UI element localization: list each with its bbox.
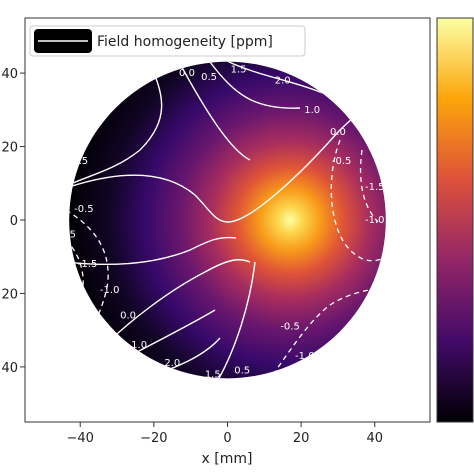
- x-axis-title: x [mm]: [202, 451, 253, 467]
- contour-label: 1.0: [304, 105, 320, 116]
- contour-label: 0.5: [72, 156, 88, 167]
- contour-label: 0.0: [179, 68, 195, 79]
- contour-line: [267, 285, 386, 379]
- x-tick-label: 20: [293, 431, 310, 446]
- x-axis: −40 −20 0 20 40: [67, 422, 383, 446]
- contour-label: 2.0: [164, 358, 180, 369]
- contour-label: -0.5: [74, 204, 94, 215]
- x-tick-label: 0: [223, 431, 231, 446]
- x-tick-label: −40: [67, 431, 94, 446]
- contour-label: 2.0: [275, 75, 291, 86]
- x-tick-label: −20: [140, 431, 167, 446]
- contour-line: [217, 261, 256, 379]
- contour-label: -1.5: [365, 182, 385, 193]
- contour-label: 0.0: [120, 310, 136, 321]
- contour-line: [69, 236, 237, 266]
- contour-line: [209, 61, 301, 109]
- contour-label: 1.0: [131, 340, 147, 351]
- contour-label: 0.5: [234, 366, 250, 377]
- contour-line: [69, 239, 84, 306]
- contour-line: [330, 139, 386, 262]
- y-axis: 40 20 0 20 40: [1, 67, 25, 376]
- contour-label: 0.5: [201, 72, 217, 83]
- y-tick-label: 20: [1, 287, 18, 302]
- contour-label: -1.0: [100, 285, 120, 296]
- contour-line: [99, 259, 251, 351]
- heatmap-disk: [69, 61, 386, 379]
- contour-label: -0.5: [332, 156, 352, 167]
- colorbar: [436, 17, 474, 423]
- contour-label: -1.0: [295, 351, 315, 362]
- y-tick-label: 20: [1, 141, 18, 156]
- legend-label: Field homogeneity [ppm]: [97, 34, 273, 50]
- contour-label: 1.5: [231, 64, 247, 75]
- contour-label: 0.0: [330, 127, 346, 138]
- contour-label: -0.5: [104, 72, 124, 83]
- contour-label: -1.0: [365, 215, 385, 226]
- contour-labels: -0.5 0.0 0.5 1.5 2.0 1.0 0.0 0.5 -0.5 -1.5 -0.5 -1.…: [70, 64, 385, 380]
- contour-label: -0.5: [280, 322, 300, 333]
- y-tick-label: 40: [1, 67, 18, 82]
- contour-line: [69, 105, 373, 223]
- contour-label: 1.5: [205, 369, 221, 380]
- contour-line: [177, 61, 251, 161]
- x-tick-label: 40: [366, 431, 383, 446]
- legend-box: [29, 25, 306, 57]
- contour-label: -1.5: [78, 259, 98, 270]
- contour-label: 5: [70, 230, 76, 241]
- y-tick-label: 40: [1, 361, 18, 376]
- legend: Field homogeneity [ppm]: [29, 25, 306, 57]
- y-tick-label: 0: [10, 214, 18, 229]
- contour-line: [69, 61, 163, 187]
